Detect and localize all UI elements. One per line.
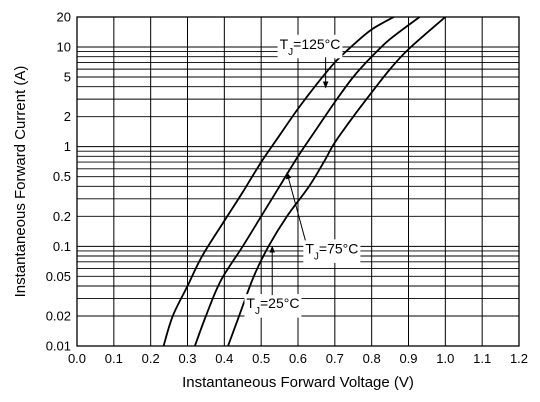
y-tick-label: 0.1 — [53, 239, 71, 254]
series-label-1: TJ=75°C — [305, 240, 358, 261]
series-label-0: TJ=125°C — [280, 36, 341, 58]
x-tick-label: 0.1 — [105, 351, 123, 366]
series-line-2 — [227, 17, 446, 346]
y-tick-label: 1 — [64, 139, 71, 154]
series-label-2: TJ=25°C — [246, 295, 299, 317]
x-tick-label: 1.2 — [510, 351, 528, 366]
x-axis-label: Instantaneous Forward Voltage (V) — [182, 374, 414, 391]
x-tick-label: 0.0 — [68, 351, 86, 366]
y-tick-label: 0.5 — [53, 169, 71, 184]
series-line-1 — [194, 17, 421, 346]
x-tick-label: 0.7 — [326, 351, 344, 366]
y-tick-label: 5 — [64, 70, 71, 85]
x-tick-label: 0.5 — [252, 351, 270, 366]
y-tick-label: 10 — [57, 40, 71, 55]
series-label-background — [303, 239, 361, 263]
x-tick-label: 0.9 — [399, 351, 417, 366]
x-tick-label: 0.4 — [215, 351, 233, 366]
annotations: TJ=125°C TJ=75°C TJ=25°C — [244, 34, 361, 318]
y-tick-labels: 20 10 5 2 1 0.5 0.2 0.1 0.05 0.02 0.01 — [46, 10, 71, 354]
curves — [162, 17, 446, 346]
series-line-0 — [162, 17, 395, 346]
x-tick-label: 0.8 — [363, 351, 381, 366]
y-tick-label: 0.05 — [46, 269, 71, 284]
series-label-leader-1 — [285, 171, 306, 241]
x-tick-label: 0.6 — [289, 351, 307, 366]
series-label-background — [244, 294, 302, 318]
y-axis-label: Instantaneous Forward Current (A) — [12, 66, 29, 298]
x-tick-label: 0.3 — [178, 351, 196, 366]
x-tick-labels: 0.0 0.1 0.2 0.3 0.4 0.5 0.6 0.7 0.8 0.9 1.0 1.1 1.2 — [68, 351, 528, 366]
y-tick-label: 0.02 — [46, 308, 71, 323]
x-tick-label: 0.2 — [142, 351, 160, 366]
plot-frame — [76, 16, 520, 347]
y-tick-label: 0.2 — [53, 209, 71, 224]
series-label-background — [277, 34, 343, 59]
y-tick-label: 2 — [64, 109, 71, 124]
y-tick-label: 0.01 — [46, 339, 71, 354]
y-tick-label: 20 — [57, 10, 71, 25]
x-tick-label: 1.0 — [436, 351, 454, 366]
x-tick-label: 1.1 — [473, 351, 491, 366]
